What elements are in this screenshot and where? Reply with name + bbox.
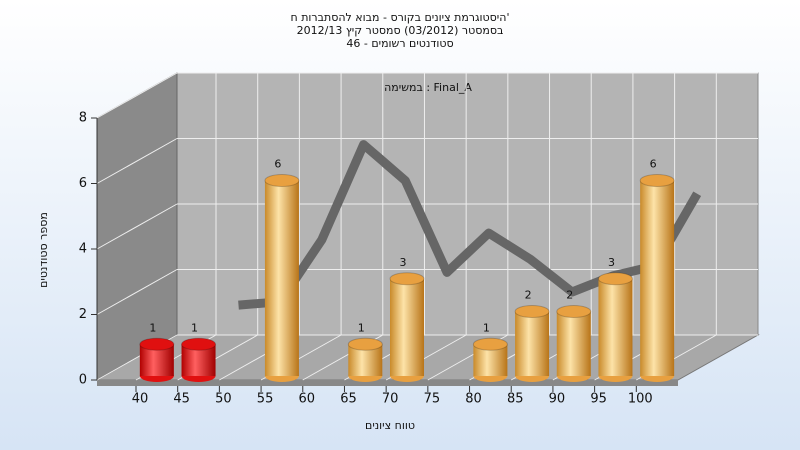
bar-top <box>597 272 633 286</box>
y-tick-label: 0 <box>79 373 87 388</box>
data-label: 1 <box>358 321 365 334</box>
y-tick-label: 4 <box>79 242 87 257</box>
bar-top <box>556 305 592 318</box>
data-label: 6 <box>274 158 281 171</box>
chart-subtitle: בסמסטר (03/2012) סמסטר קיץ 2012/13 <box>297 24 504 37</box>
bar-top <box>347 337 383 351</box>
x-tick-label: 60 <box>298 392 315 407</box>
data-label: 2 <box>525 289 532 302</box>
bar <box>390 278 424 376</box>
grid-line <box>96 72 178 119</box>
bar <box>515 311 550 376</box>
bar-top <box>139 337 175 351</box>
y-tick-label: 6 <box>79 176 87 191</box>
x-tick-label: 55 <box>257 392 274 407</box>
x-tick-label: 80 <box>465 392 482 407</box>
bar <box>264 180 299 376</box>
data-label: 1 <box>191 321 198 334</box>
x-tick-label: 45 <box>173 392 190 407</box>
x-tick-label: 85 <box>507 392 524 407</box>
x-tick-label: 100 <box>628 392 653 407</box>
grid-line <box>96 269 178 315</box>
data-label: 3 <box>400 256 407 269</box>
x-tick-label: 95 <box>590 392 607 407</box>
x-tick-label: 50 <box>215 392 232 407</box>
grid-line <box>96 138 178 184</box>
chart-subtitle: סטודנטים רשומים - 46 <box>346 37 453 50</box>
bar <box>556 311 591 376</box>
bar-top <box>472 337 508 351</box>
bar-top <box>264 174 300 187</box>
x-tick-label: 65 <box>340 392 357 407</box>
bar-top <box>389 272 425 286</box>
bar <box>598 278 633 376</box>
bar <box>640 180 675 376</box>
chart-title: היסטוגרמת ציונים בקורס - מבוא להסתברות ח… <box>291 11 510 24</box>
y-tick-label: 8 <box>79 111 87 126</box>
y-tick-label: 2 <box>79 307 87 322</box>
x-tick-label: 90 <box>549 392 566 407</box>
x-tick-label: 75 <box>424 392 441 407</box>
bar-top <box>181 337 217 351</box>
y-axis-label: מספר סטודנטים <box>37 212 50 288</box>
bar-top <box>639 174 675 187</box>
x-axis-label: טווח ציונים <box>365 419 415 432</box>
data-label: 3 <box>608 256 615 269</box>
bar-top <box>514 305 550 318</box>
grid-line <box>96 203 178 250</box>
annotation: במשימה : Final_A <box>384 81 472 94</box>
data-label: 2 <box>566 289 573 302</box>
data-label: 1 <box>149 321 156 334</box>
x-tick-label: 40 <box>132 392 149 407</box>
data-label: 6 <box>650 158 657 171</box>
floor-edge <box>97 380 678 386</box>
x-tick-label: 70 <box>382 392 399 407</box>
data-label: 1 <box>483 321 490 334</box>
